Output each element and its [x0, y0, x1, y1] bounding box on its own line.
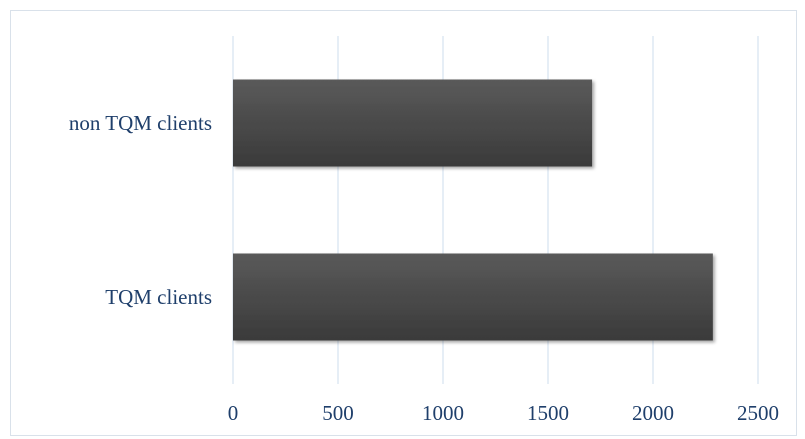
x-tick-label-2500: 2500 — [737, 401, 779, 425]
category-labels: non TQM clients TQM clients — [69, 111, 212, 309]
bar-non-tqm-clients — [233, 79, 593, 167]
category-label-non-tqm-clients: non TQM clients — [69, 111, 212, 135]
x-tick-labels: 0 500 1000 1500 2000 2500 — [228, 401, 779, 425]
bars — [233, 79, 713, 341]
x-tick-label-1000: 1000 — [422, 401, 464, 425]
x-tick-label-1500: 1500 — [527, 401, 569, 425]
x-tick-label-500: 500 — [322, 401, 354, 425]
bar-tqm-clients — [233, 253, 713, 341]
x-tick-label-0: 0 — [228, 401, 239, 425]
category-label-tqm-clients: TQM clients — [105, 285, 212, 309]
x-tick-label-2000: 2000 — [632, 401, 674, 425]
